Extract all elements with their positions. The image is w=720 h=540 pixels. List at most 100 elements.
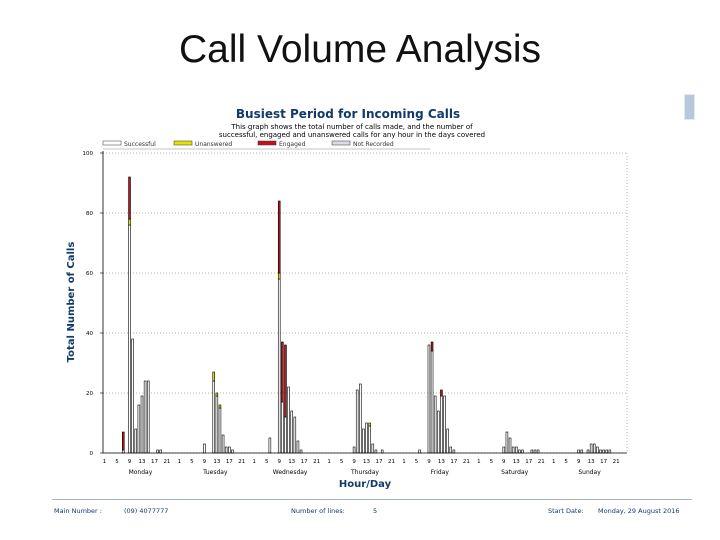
y-axis-ticks: 0 20 40 60 80 100 [83, 151, 103, 457]
bar-monday-h8-engaged [128, 176, 131, 220]
bar-monday-h6-engaged [122, 431, 125, 451]
x-tick-label-monday-21: 21 [163, 459, 170, 465]
x-tick-label-friday-1: 1 [402, 459, 406, 465]
x-tick-label-thursday-1: 1 [327, 459, 331, 465]
bar-saturday-h8-successful [502, 446, 506, 454]
slide-title: Call Volume Analysis [178, 28, 541, 71]
legend-swatch-3 [331, 140, 351, 146]
x-tick-label-saturday-13: 13 [513, 459, 520, 465]
main-number-label: Main Number : [54, 507, 102, 515]
x-tick-label-wednesday-13: 13 [288, 459, 295, 465]
bar-sunday-h13-successful [592, 443, 596, 454]
bar-monday-h14-successful [146, 380, 150, 454]
bar-thursday-h9-successful [355, 389, 359, 454]
x-tick-label-sunday-13: 13 [588, 459, 595, 465]
bar-monday-h6-successful [122, 449, 125, 454]
bar-tuesday-h14-successful [221, 434, 225, 454]
chart-legend: Successful Unanswered Engaged Not Recorded [102, 140, 430, 150]
bar-saturday-h14-successful [521, 449, 524, 454]
chart-bars [122, 176, 612, 454]
bar-tuesday-h15-successful [224, 446, 228, 454]
bar-tuesday-h13-unanswered [218, 404, 222, 409]
x-tick-label-sunday-5: 5 [564, 459, 568, 465]
bar-tuesday-h12-successful [215, 395, 219, 454]
bar-sunday-h14-successful [596, 446, 599, 454]
start-date-label: Start Date: [548, 507, 584, 515]
bar-saturday-h12-successful [515, 446, 518, 454]
bar-saturday-h10-successful [508, 437, 512, 454]
legend-swatch-2 [257, 140, 277, 146]
day-label-friday: Friday [431, 469, 450, 476]
x-tick-label-thursday-9: 9 [352, 459, 356, 465]
bar-wednesday-h14-successful [296, 440, 300, 454]
bar-wednesday-h9-successful [281, 401, 284, 454]
bar-saturday-h9-successful [505, 431, 509, 454]
bar-monday-h8-unanswered [128, 218, 131, 226]
bar-tuesday-h8-successful [203, 443, 206, 454]
y-tick-label-100: 100 [83, 151, 94, 157]
legend-label-0: Successful [124, 141, 156, 148]
bar-saturday-h17-successful [530, 449, 534, 454]
x-tick-label-monday-1: 1 [103, 459, 107, 465]
bar-tuesday-h11-unanswered [212, 371, 215, 382]
bar-thursday-h14-successful [371, 443, 375, 454]
bar-tuesday-h11-successful [212, 380, 215, 454]
number-of-lines-label: Number of lines: [291, 507, 345, 515]
x-tick-label-friday-5: 5 [415, 459, 419, 465]
bar-saturday-h18-successful [533, 449, 537, 454]
day-label-wednesday: Wednesday [273, 469, 308, 476]
bar-friday-h16-successful [452, 449, 456, 454]
x-tick-label-sunday-1: 1 [552, 459, 556, 465]
legend-swatch-1 [173, 140, 193, 146]
y-tick-label-80: 80 [86, 211, 93, 217]
bar-monday-h11-successful [137, 404, 141, 454]
bar-friday-h10-successful [433, 395, 437, 454]
legend-label-3: Not Recorded [353, 141, 394, 148]
bar-friday-h12-successful [440, 395, 443, 454]
bar-sunday-h15-successful [599, 449, 602, 454]
bar-monday-h8-successful [128, 224, 131, 454]
x-tick-label-friday-21: 21 [463, 459, 470, 465]
x-tick-label-tuesday-13: 13 [213, 459, 220, 465]
bar-tuesday-h16-successful [228, 446, 231, 454]
x-tick-label-thursday-17: 17 [376, 459, 383, 465]
bar-wednesday-h8-engaged [277, 200, 281, 274]
bar-monday-h17-successful [156, 449, 159, 454]
bar-wednesday-h10-successful [284, 416, 287, 454]
bar-wednesday-h12-successful [290, 410, 293, 454]
legend-swatch-0 [102, 140, 122, 146]
bar-thursday-h17-successful [380, 449, 384, 454]
x-tick-label-wednesday-17: 17 [301, 459, 308, 465]
bar-wednesday-h11-successful [287, 386, 290, 454]
bar-friday-h11-successful [437, 410, 440, 454]
bar-wednesday-h8-successful [277, 278, 281, 454]
bar-monday-h9-successful [131, 338, 134, 454]
bar-sunday-h8-successful [577, 449, 580, 454]
bar-friday-h15-successful [449, 446, 453, 454]
bar-friday-h13-successful [443, 395, 446, 454]
x-tick-label-saturday-9: 9 [502, 459, 506, 465]
x-tick-label-sunday-9: 9 [577, 459, 581, 465]
bar-saturday-h13-successful [518, 449, 521, 454]
x-tick-label-monday-9: 9 [128, 459, 132, 465]
legend-label-1: Unanswered [195, 141, 232, 148]
x-tick-label-saturday-21: 21 [538, 459, 545, 465]
day-label-monday: Monday [129, 469, 153, 476]
bar-sunday-h16-successful [602, 449, 605, 454]
bar-sunday-h9-successful [580, 449, 584, 454]
x-tick-label-saturday-5: 5 [490, 459, 494, 465]
bar-friday-h12-engaged [440, 389, 443, 397]
bar-friday-h5-successful [418, 449, 421, 454]
bar-monday-h18-successful [159, 449, 162, 454]
x-tick-label-sunday-17: 17 [600, 459, 607, 465]
x-tick-label-monday-17: 17 [151, 459, 158, 465]
x-tick-label-tuesday-5: 5 [190, 459, 194, 465]
bar-tuesday-h13-successful [218, 407, 222, 454]
x-tick-label-monday-5: 5 [115, 459, 119, 465]
report-title: Busiest Period for Incoming Calls [236, 107, 460, 121]
bar-monday-h10-successful [134, 428, 138, 454]
bar-thursday-h12-successful [365, 422, 368, 454]
bar-thursday-h8-successful [352, 446, 356, 454]
day-label-tuesday: Tuesday [202, 469, 228, 476]
bar-sunday-h18-successful [608, 449, 612, 454]
